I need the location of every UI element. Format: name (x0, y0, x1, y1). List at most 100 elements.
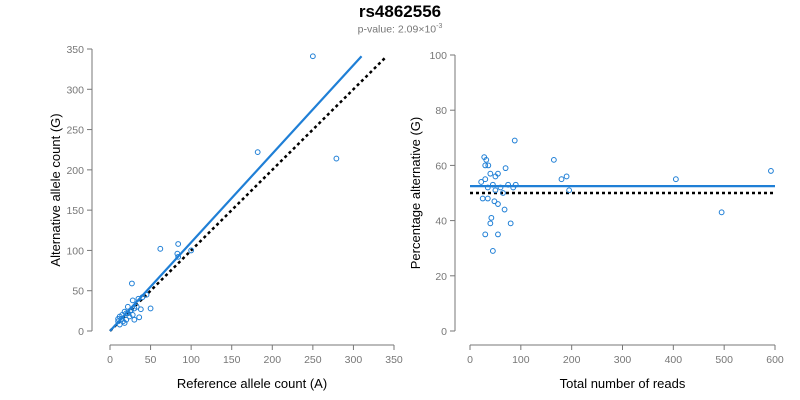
data-point (492, 173, 499, 180)
data-point (501, 206, 508, 213)
y-tick-label: 300 (66, 84, 84, 96)
x-tick-label: 50 (145, 354, 157, 366)
data-point (333, 155, 340, 162)
data-point (768, 168, 774, 174)
left-scatter-panel: 0 50 100 150 200 250 300 350 0 50 100 150 200 250 300 3… (48, 44, 403, 391)
data-point (511, 137, 518, 144)
x-tick-label: 300 (345, 354, 363, 366)
data-point (115, 316, 122, 322)
data-point (507, 220, 514, 227)
data-point (116, 321, 123, 328)
data-point (147, 305, 154, 312)
data-point (497, 184, 504, 191)
data-point (566, 187, 573, 194)
y-tick-label: 60 (435, 160, 447, 172)
data-point (135, 295, 142, 302)
y-tick-label: 80 (435, 105, 447, 117)
x-tick-label: 400 (665, 354, 683, 366)
data-point (488, 214, 495, 221)
data-point (126, 313, 133, 320)
data-point (478, 179, 485, 185)
y-tick-label: 350 (66, 44, 84, 56)
right-scatter-panel: 0 100 200 300 400 500 600 0 20 40 60 80 100 Total num… (408, 50, 784, 391)
data-point (483, 156, 490, 163)
p-value-multiplier: ×10 (418, 23, 437, 36)
y-tick-label: 40 (435, 216, 447, 228)
data-point (492, 187, 499, 194)
data-point (489, 248, 496, 254)
x-tick-label: 600 (766, 354, 784, 366)
data-point (136, 314, 143, 321)
x-tick-label: 0 (107, 354, 113, 366)
data-point (128, 307, 134, 313)
chart-subtitle: p-value: 2.09×10-3 (0, 23, 800, 36)
x-tick-label: 0 (467, 354, 473, 366)
y-tick-label: 200 (66, 165, 84, 177)
data-point (500, 190, 506, 196)
data-point (124, 303, 131, 310)
data-point (131, 316, 138, 323)
data-point (512, 181, 519, 188)
data-point (482, 231, 489, 238)
x-axis-label: Total number of reads (560, 376, 686, 391)
data-point (672, 176, 679, 183)
data-point (121, 320, 128, 326)
data-point (489, 181, 496, 188)
data-point (309, 53, 316, 60)
x-tick-label: 500 (715, 354, 733, 366)
data-point (558, 176, 565, 183)
data-point (484, 195, 491, 202)
data-point (563, 173, 570, 180)
x-tick-label: 350 (385, 354, 403, 366)
data-point (188, 247, 195, 254)
p-value-exponent: -3 (436, 23, 443, 30)
x-axis-label: Reference allele count (A) (177, 376, 327, 391)
data-point (484, 184, 491, 191)
x-tick-label: 100 (512, 354, 530, 366)
data-point (254, 149, 261, 156)
x-tick-label: 200 (563, 354, 581, 366)
x-tick-label: 300 (614, 354, 632, 366)
data-point (129, 280, 135, 287)
data-point (133, 303, 140, 310)
data-point (550, 156, 557, 163)
y-tick-label: 0 (78, 326, 84, 338)
data-point (505, 181, 512, 188)
data-point (482, 162, 489, 169)
data-point (491, 198, 498, 205)
y-tick-label: 20 (435, 271, 447, 283)
y-tick-label: 50 (72, 286, 84, 298)
y-axis-label: Percentage alternative (G) (408, 117, 423, 269)
y-tick-label: 0 (441, 326, 447, 338)
chart-title: rs4862556 (358, 2, 442, 21)
x-tick-label: 250 (304, 354, 322, 366)
data-point (482, 176, 489, 183)
data-point (487, 170, 494, 177)
data-point (129, 311, 136, 318)
x-tick-label: 150 (223, 354, 241, 366)
data-point (137, 306, 144, 313)
data-point (123, 316, 130, 323)
data-point (175, 253, 182, 260)
data-point (495, 231, 501, 238)
y-tick-label: 100 (66, 245, 84, 257)
data-point (120, 318, 126, 325)
x-tick-label: 200 (264, 354, 282, 366)
fit-line (109, 55, 363, 332)
reference-line (109, 56, 387, 332)
data-point (479, 195, 486, 202)
data-point (174, 250, 181, 257)
y-tick-label: 100 (429, 50, 447, 62)
data-point (129, 297, 136, 304)
data-point (157, 245, 164, 252)
data-point (175, 241, 182, 247)
data-point (143, 291, 150, 298)
y-tick-label: 250 (66, 125, 84, 137)
data-point (485, 162, 492, 169)
y-tick-label: 150 (66, 205, 84, 217)
y-axis-label: Alternative allele count (G) (48, 113, 63, 266)
data-point (718, 209, 725, 216)
p-value-label: p-value: 2.09 (357, 23, 419, 36)
data-point (502, 165, 509, 172)
